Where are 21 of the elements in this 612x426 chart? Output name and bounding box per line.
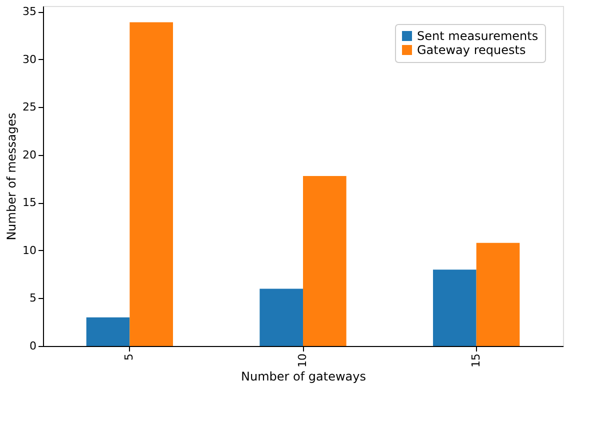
x-axis-title: Number of gateways bbox=[241, 369, 366, 384]
bar bbox=[303, 176, 346, 346]
bar bbox=[130, 22, 173, 346]
x-tick-label: 5 bbox=[122, 354, 136, 360]
y-tick-label: 30 bbox=[22, 52, 36, 66]
y-tick-label: 25 bbox=[22, 100, 36, 114]
y-tick-label: 0 bbox=[30, 340, 36, 352]
y-tick-label: 15 bbox=[22, 196, 36, 210]
bar bbox=[476, 242, 520, 346]
bar bbox=[260, 288, 303, 346]
y-tick-label: 5 bbox=[30, 292, 36, 305]
y-tick-label: 10 bbox=[22, 244, 36, 257]
y-tick-label: 20 bbox=[22, 148, 36, 162]
x-tick-label: 15 bbox=[469, 354, 482, 368]
y-axis-title: Number of messages bbox=[4, 112, 19, 240]
legend-label: Sent measurements bbox=[417, 29, 538, 43]
legend-label: Gateway requests bbox=[417, 43, 526, 57]
x-tick-label: 10 bbox=[296, 354, 309, 368]
y-tick-label: 35 bbox=[22, 5, 36, 18]
bar bbox=[433, 270, 476, 346]
bar bbox=[86, 317, 130, 346]
